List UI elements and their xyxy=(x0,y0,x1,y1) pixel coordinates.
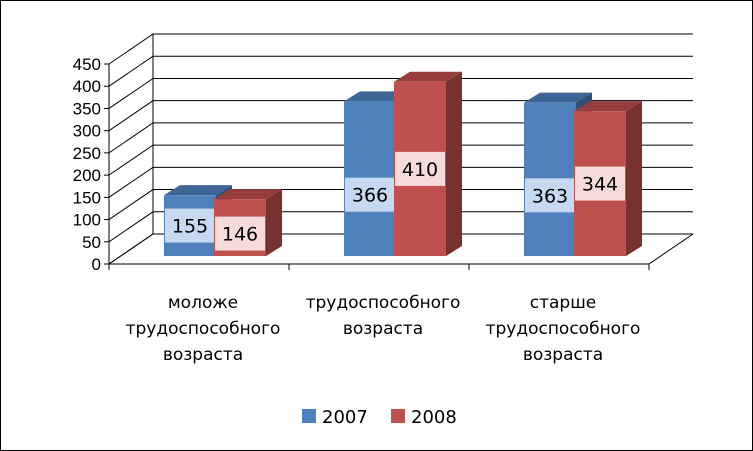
data-label: 410 xyxy=(402,159,438,181)
data-label-box xyxy=(215,216,265,251)
category-label-line: возраста xyxy=(343,319,423,339)
bar-side xyxy=(446,71,462,257)
category-label-line: возраста xyxy=(523,345,603,365)
bar-top xyxy=(524,92,592,103)
category-label: старше трудоспособного возраста xyxy=(486,293,641,365)
data-label: 146 xyxy=(222,224,258,246)
data-label-box xyxy=(395,151,445,186)
left-wall-edge xyxy=(108,34,154,265)
legend: 2007 2008 xyxy=(302,407,457,428)
y-tick-label: 350 xyxy=(73,99,101,118)
data-label: 366 xyxy=(352,185,388,207)
bars: 155 146 366 410 363 344 xyxy=(164,71,642,257)
category-label: трудоспособного возраста xyxy=(306,293,461,339)
bar-top xyxy=(164,185,232,196)
data-label: 155 xyxy=(172,216,208,238)
category-label-line: старше xyxy=(530,293,596,313)
bar-side xyxy=(266,189,282,256)
category-label-line: возраста xyxy=(163,345,243,365)
y-tick-label: 150 xyxy=(73,188,101,207)
y-axis-ticks: 0 50 100 150 200 250 300 350 400 450 xyxy=(73,55,109,274)
bar-top xyxy=(574,101,642,112)
data-label: 344 xyxy=(582,174,618,196)
gridline xyxy=(108,77,693,109)
bar-top xyxy=(214,189,282,200)
gridlines xyxy=(108,33,693,265)
gridline xyxy=(108,144,693,176)
y-tick-label: 250 xyxy=(73,144,101,163)
y-tick-label: 400 xyxy=(73,77,101,96)
gridline xyxy=(108,211,693,243)
bar-side xyxy=(626,101,642,256)
bar-2007-0: 155 xyxy=(164,185,232,256)
y-tick-label: 200 xyxy=(73,166,101,185)
data-label-box xyxy=(345,177,395,212)
y-tick-label: 100 xyxy=(73,211,101,230)
legend-swatch xyxy=(302,409,316,423)
y-tick-label: 300 xyxy=(73,122,101,141)
bar-top xyxy=(394,71,462,82)
gridline xyxy=(108,33,693,65)
data-label: 363 xyxy=(532,185,568,207)
data-label-box xyxy=(165,208,215,243)
bar-2008-0: 146 xyxy=(214,189,282,256)
data-label-box xyxy=(525,178,575,213)
gridline xyxy=(108,100,693,132)
category-label-line: трудоспособного xyxy=(126,319,281,339)
legend-label: 2008 xyxy=(411,407,457,428)
category-label-line: трудоспособного xyxy=(306,293,461,313)
legend-item-2008: 2008 xyxy=(391,407,457,428)
legend-swatch xyxy=(391,409,405,423)
category-labels: моложетрудоспособноговозрастатрудоспособ… xyxy=(126,293,641,365)
gridline xyxy=(108,189,693,220)
legend-label: 2007 xyxy=(322,407,368,428)
gridline xyxy=(108,233,693,265)
data-label-box xyxy=(575,166,625,201)
bar-2008-2: 344 xyxy=(574,101,642,256)
category-label-line: моложе xyxy=(168,293,238,313)
y-tick-label: 50 xyxy=(82,233,101,252)
gridline xyxy=(108,166,693,198)
gridline xyxy=(108,122,693,154)
y-tick-label: 450 xyxy=(73,55,101,74)
y-tick-label: 0 xyxy=(92,255,101,274)
bar-2008-1: 410 xyxy=(394,71,462,257)
legend-item-2007: 2007 xyxy=(302,407,368,428)
category-label-line: трудоспособного xyxy=(486,319,641,339)
category-label: моложе трудоспособного возраста xyxy=(126,293,281,365)
gridline xyxy=(108,55,693,87)
